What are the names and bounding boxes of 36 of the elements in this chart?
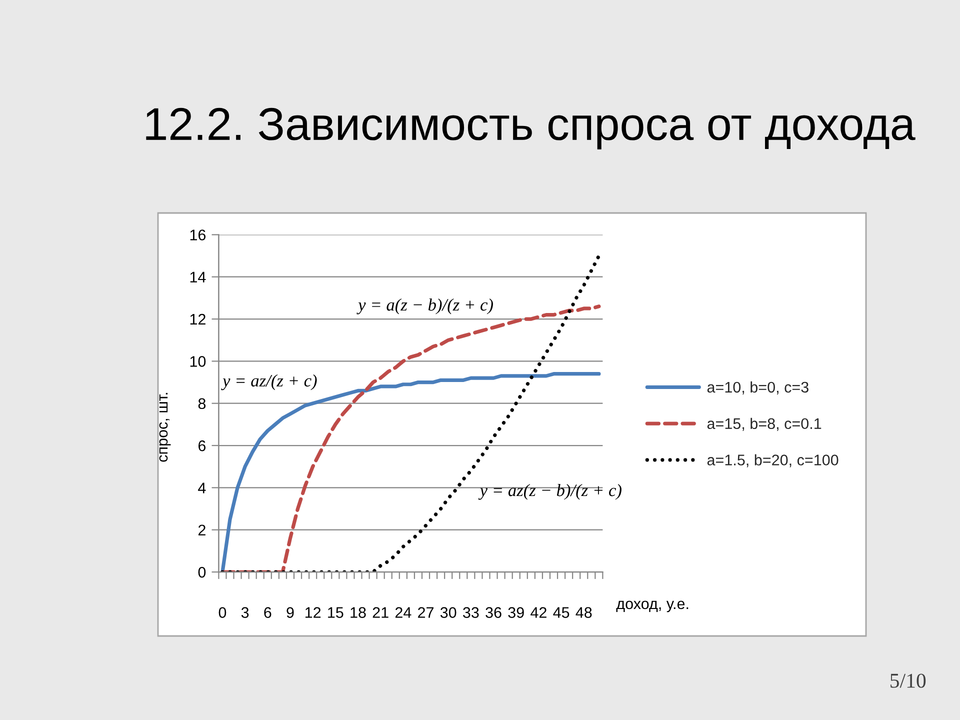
annotation: y = az/(z + c): [221, 374, 317, 390]
x-tick-label: 36: [486, 607, 502, 618]
x-tick-label: 42: [530, 607, 546, 618]
y-tick-label: 8: [198, 398, 206, 410]
annotation: y = a(z − b)/(z + c): [356, 298, 493, 314]
x-tick-label: 9: [286, 607, 294, 618]
x-tick-label: 12: [305, 607, 321, 618]
annotation: y = az(z − b)/(z + c): [478, 484, 622, 500]
x-tick-label: 24: [395, 607, 412, 618]
x-tick-label: 0: [218, 607, 226, 618]
x-tick-label: 33: [463, 607, 479, 618]
y-tick-label: 6: [198, 440, 206, 452]
y-tick-label: 12: [190, 314, 206, 325]
y-tick-label: 4: [198, 482, 206, 494]
legend-label: a=10, b=0, c=3: [707, 381, 808, 394]
x-tick-label: 45: [553, 607, 570, 618]
y-tick-label: 14: [190, 272, 206, 282]
x-tick-label: 48: [576, 607, 592, 618]
x-tick-label: 27: [418, 607, 434, 618]
y-axis-title: спрос, шт.: [159, 392, 171, 462]
legend-label: a=1.5, b=20, c=100: [707, 454, 838, 468]
chart-title: 12.2. Зависимость спроса от дохода: [146, 108, 916, 150]
y-tick-label: 2: [198, 524, 206, 536]
x-axis-title: доход, у.е.: [616, 600, 688, 612]
y-tick-label: 16: [190, 230, 206, 240]
x-tick-label: 30: [440, 607, 456, 618]
x-tick-label: 3: [241, 607, 249, 618]
text: 5/10: [890, 674, 926, 688]
y-tick-label: 10: [190, 356, 206, 367]
x-tick-label: 18: [350, 607, 366, 618]
x-tick-label: 39: [508, 607, 524, 618]
x-tick-label: 6: [264, 607, 272, 618]
x-tick-label: 15: [328, 607, 344, 618]
legend-label: a=15, b=8, c=0.1: [707, 418, 822, 431]
x-tick-label: 21: [372, 607, 388, 618]
y-tick-label: 0: [198, 566, 206, 578]
